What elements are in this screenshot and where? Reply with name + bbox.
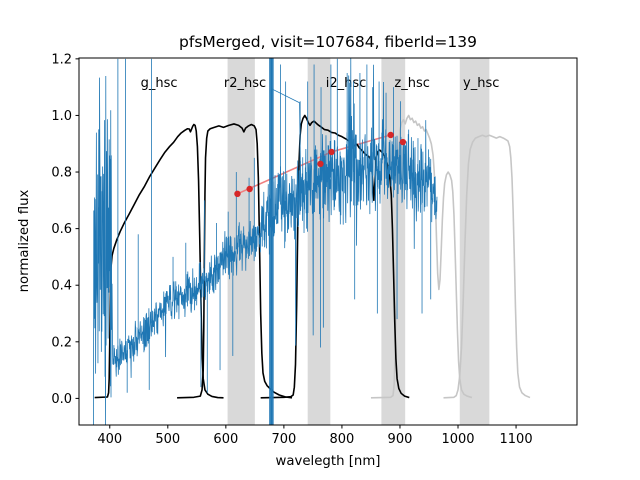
filter-label-z_hsc: z_hsc	[394, 76, 429, 91]
plot-area: g_hsc r2_hsc i2_hsc z_hsc y_hsc	[93, 58, 531, 425]
y-ticks: 0.0 0.2 0.4 0.6 0.8 1.0 1.2	[51, 52, 79, 407]
y-tick-label: 0.6	[51, 222, 72, 237]
y-tick-label: 0.2	[51, 335, 72, 350]
photometry-point	[317, 160, 324, 168]
y-tick-label: 0.4	[51, 279, 72, 294]
photometry-point	[328, 148, 335, 156]
y-axis-label: normalized flux	[17, 189, 32, 292]
x-tick-label: 1000	[441, 432, 474, 447]
x-tick-label: 1100	[500, 432, 533, 447]
y-tick-label: 1.2	[51, 52, 72, 67]
spectrum-bridge-segment	[270, 88, 302, 195]
x-tick-label: 900	[388, 432, 413, 447]
x-tick-label: 700	[271, 432, 296, 447]
x-ticks: 400 500 600 700 800 900 1000 1100	[97, 425, 533, 447]
x-tick-label: 800	[330, 432, 355, 447]
y-tick-label: 1.0	[51, 109, 72, 124]
filter-label-g_hsc: g_hsc	[141, 76, 178, 91]
photometry-point	[399, 138, 407, 146]
x-tick-label: 400	[97, 432, 122, 447]
axes: 400 500 600 700 800 900 1000 1100 0.00.20.40.60…	[51, 52, 578, 447]
plot-frame	[78, 57, 578, 426]
filter-label-r2_hsc: r2_hsc	[224, 76, 266, 91]
red-photometry-points	[234, 131, 407, 198]
photometry-point	[234, 190, 241, 198]
filter-curve-z_hsc	[370, 114, 473, 399]
y-tick-label: 0.0	[51, 392, 72, 407]
filter-label-y_hsc: y_hsc	[463, 76, 499, 91]
filter-labels: g_hsc r2_hsc i2_hsc z_hsc y_hsc	[141, 76, 500, 91]
masked-band	[459, 58, 490, 425]
masked-band	[307, 58, 331, 425]
filter-label-i2_hsc: i2_hsc	[326, 76, 367, 91]
y-tick-label: 0.8	[51, 166, 72, 181]
chart-title: pfsMerged, visit=107684, fiberId=139	[179, 33, 477, 51]
x-tick-label: 600	[213, 432, 238, 447]
gray-filter-curves	[370, 114, 531, 399]
photometry-point	[387, 131, 394, 139]
photometry-point	[246, 185, 253, 193]
spectrum-trace	[93, 58, 438, 425]
blue-spectrum-series	[93, 58, 438, 425]
x-axis-label: wavelegth [nm]	[275, 454, 380, 469]
filter-curve-y_hsc	[443, 134, 531, 399]
x-tick-label: 500	[155, 432, 180, 447]
